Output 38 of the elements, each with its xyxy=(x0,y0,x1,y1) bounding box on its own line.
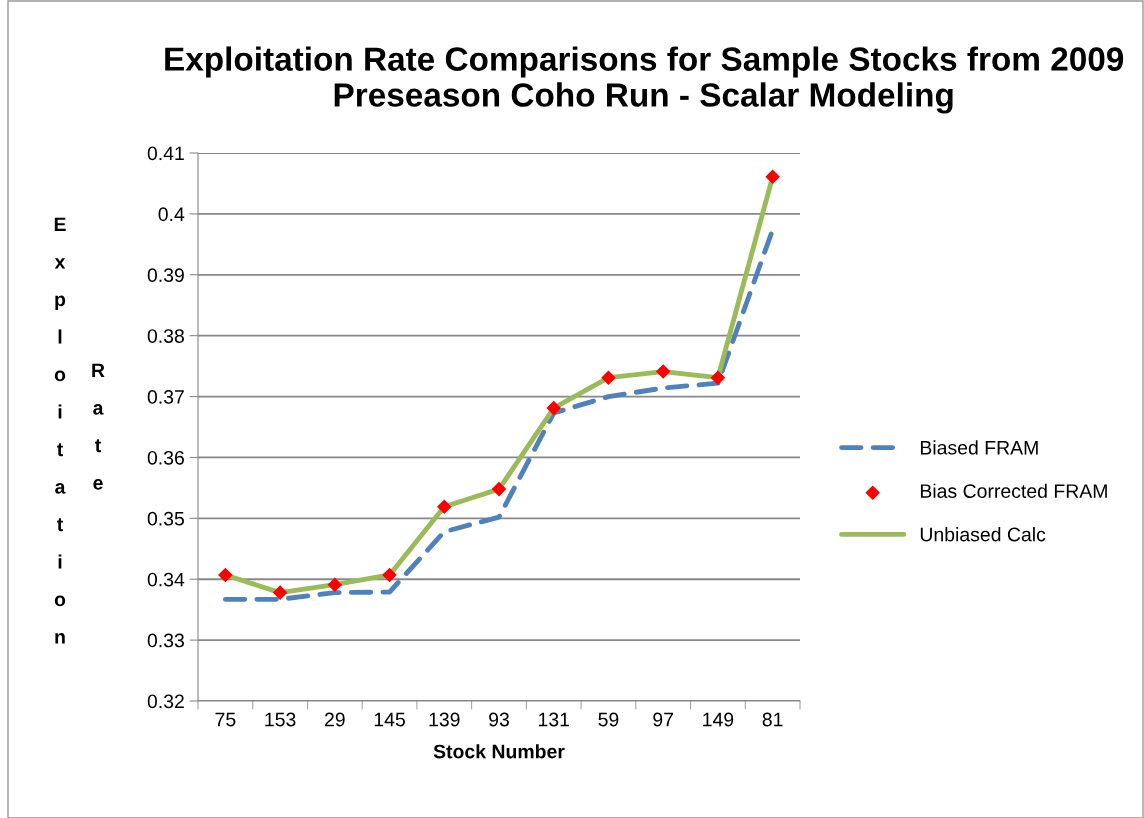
legend-label: Biased FRAM xyxy=(920,440,1038,455)
x-tick-label: 139 xyxy=(429,712,460,727)
y-tick-label: 0.41 xyxy=(147,146,184,161)
y-tick-label: 0.32 xyxy=(147,694,184,709)
y-tick-label: 0.38 xyxy=(147,329,184,343)
y-tick-label: 0.39 xyxy=(147,268,184,283)
x-tick-label: 97 xyxy=(653,712,674,727)
point xyxy=(382,567,397,583)
point xyxy=(436,499,452,515)
chart-title: Exploitation Rate Comparisons for Sample Stocks from 2009 Preseason Coho Run - Scalar Modeling xyxy=(165,46,1124,114)
legend-label: Unbiased Calc xyxy=(920,527,1046,542)
y-tick-label: 0.36 xyxy=(147,450,184,465)
y-tick-label: 0.4 xyxy=(158,207,185,222)
point xyxy=(601,370,616,385)
point xyxy=(491,481,507,497)
point xyxy=(655,364,671,379)
x-tick-label: 75 xyxy=(215,712,236,727)
point xyxy=(710,370,726,385)
legend-label: Bias Corrected FRAM xyxy=(920,483,1107,498)
y-tick-label: 0.34 xyxy=(147,572,185,587)
point xyxy=(218,567,233,583)
x-tick-label: 149 xyxy=(703,712,734,727)
x-tick-label: 131 xyxy=(538,712,569,727)
point xyxy=(272,585,288,600)
point xyxy=(765,169,780,185)
x-tick-label: 93 xyxy=(489,712,509,727)
point xyxy=(327,577,343,592)
text: Exploitation Rate xyxy=(54,217,105,644)
x-tick-label: 59 xyxy=(598,712,619,727)
x-tick-label: 29 xyxy=(324,712,345,727)
x-axis-title: Stock Number xyxy=(433,744,565,759)
point xyxy=(546,400,562,416)
x-tick-label: 153 xyxy=(265,712,296,727)
x-tick-label: 145 xyxy=(374,712,405,727)
y-tick-label: 0.33 xyxy=(147,633,184,648)
y-tick-label: 0.35 xyxy=(147,511,184,526)
x-tick-label: 81 xyxy=(762,712,783,727)
y-tick-label: 0.37 xyxy=(147,390,184,404)
